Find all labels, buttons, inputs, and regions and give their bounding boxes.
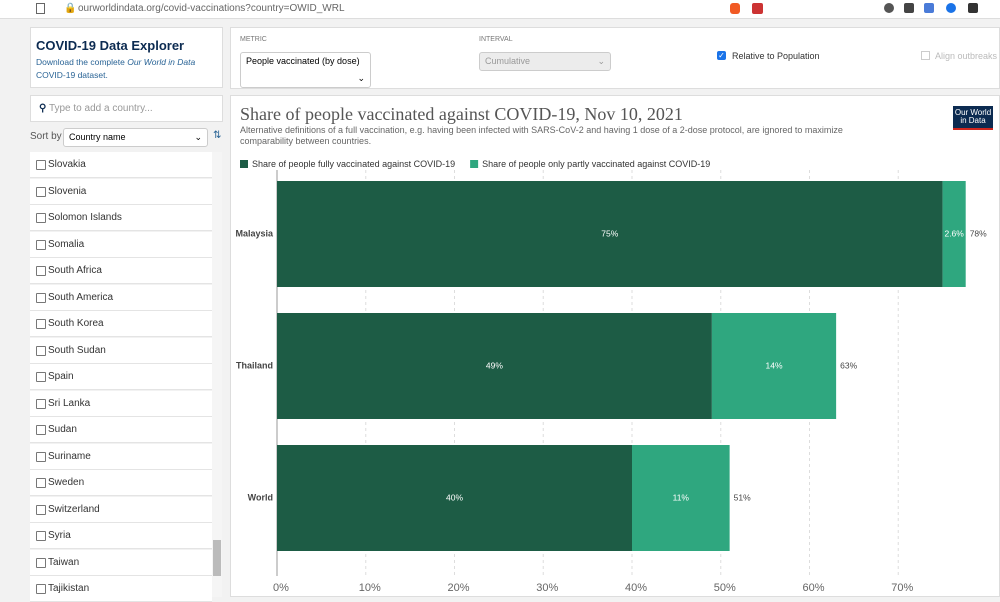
align-label: Align outbreaks: [935, 51, 998, 61]
extension-icon[interactable]: [924, 3, 934, 13]
relative-checkbox[interactable]: ✓: [717, 51, 726, 60]
country-item[interactable]: Taiwan: [30, 549, 212, 576]
country-name: South Africa: [48, 265, 102, 276]
country-checkbox[interactable]: [36, 451, 46, 462]
country-item[interactable]: Slovenia: [30, 178, 212, 205]
country-name: Slovakia: [48, 159, 86, 170]
country-checkbox[interactable]: [36, 425, 46, 435]
country-name: Sri Lanka: [48, 397, 91, 409]
url[interactable]: ourworldindata.org/covid-vaccinations?co…: [78, 3, 345, 14]
country-item[interactable]: Somalia: [30, 231, 212, 258]
sidebar-title: COVID-19 Data Explorer: [36, 38, 185, 53]
country-name: Sweden: [48, 477, 85, 488]
logo-line: Our World: [954, 108, 992, 117]
country-name: Slovenia: [48, 185, 87, 197]
country-item[interactable]: South America: [30, 284, 212, 311]
search-icon: ⚲: [39, 103, 47, 114]
browser-bar: 🔒 ourworldindata.org/covid-vaccinations?…: [0, 0, 1000, 19]
relative-label: Relative to Population: [732, 51, 820, 61]
search-box[interactable]: ⚲ Type to add a country...: [30, 95, 223, 122]
country-name: Taiwan: [48, 556, 80, 568]
country-name: Suriname: [48, 450, 91, 462]
country-item[interactable]: Switzerland: [30, 496, 212, 523]
country-name: South Sudan: [48, 344, 106, 356]
interval-label: INTERVAL: [479, 36, 513, 43]
country-name: South America: [48, 291, 114, 303]
extension-icon[interactable]: [730, 3, 740, 14]
country-item[interactable]: Syria: [30, 523, 212, 549]
country-checkbox[interactable]: [36, 531, 46, 541]
country-item[interactable]: Spain: [30, 364, 212, 390]
extension-icon[interactable]: [968, 3, 978, 13]
country-name: Tajikistan: [48, 583, 90, 594]
country-item[interactable]: South Africa: [30, 258, 212, 284]
country-item[interactable]: Sweden: [30, 470, 212, 496]
chart-panel: Our World in Data Share of people vaccina…: [230, 95, 1000, 597]
metric-label: METRIC: [240, 36, 267, 43]
country-item[interactable]: Solomon Islands: [30, 205, 212, 231]
country-name: Syria: [48, 530, 71, 541]
country-checkbox[interactable]: [36, 398, 46, 409]
logo-line: in Data: [960, 116, 986, 125]
country-name: Somalia: [48, 238, 85, 250]
country-checkbox[interactable]: [36, 213, 46, 223]
country-checkbox[interactable]: [36, 504, 46, 515]
dataset-link[interactable]: Our World in Data: [127, 57, 196, 67]
text: COVID-19 dataset.: [36, 70, 108, 80]
metric-select[interactable]: People vaccinated (by dose) ⌄: [240, 52, 371, 88]
sort-value: Country name: [69, 132, 126, 142]
country-item[interactable]: Sri Lanka: [30, 390, 212, 417]
country-checkbox[interactable]: [36, 186, 46, 197]
owid-logo[interactable]: Our World in Data: [953, 106, 993, 130]
sort-select[interactable]: Country name ⌄: [63, 128, 208, 147]
country-item[interactable]: South Korea: [30, 311, 212, 337]
chart-subtitle: Alternative definitions of a full vaccin…: [240, 125, 843, 146]
country-checkbox[interactable]: [36, 266, 46, 276]
sidebar-description: Download the complete Our World in Data …: [36, 56, 217, 82]
scrollbar[interactable]: [212, 152, 222, 597]
country-checkbox[interactable]: [36, 478, 46, 488]
country-checkbox[interactable]: [36, 292, 46, 303]
interval-value: Cumulative: [485, 56, 531, 66]
country-name: South Korea: [48, 318, 104, 329]
country-checkbox[interactable]: [36, 319, 46, 329]
controls-panel: METRIC People vaccinated (by dose) ⌄ INTE…: [230, 27, 1000, 89]
country-checkbox[interactable]: [36, 239, 46, 250]
search-placeholder: Type to add a country...: [48, 103, 153, 114]
lock-icon: 🔒: [64, 3, 77, 14]
country-item[interactable]: Slovakia: [30, 152, 212, 178]
scrollbar-thumb[interactable]: [213, 540, 221, 576]
sort-label: Sort by: [30, 131, 62, 142]
country-name: Switzerland: [48, 503, 100, 515]
extension-icon[interactable]: [884, 3, 894, 13]
chart-title: Share of people vaccinated against COVID…: [240, 104, 683, 124]
extension-icon[interactable]: [752, 3, 763, 14]
extension-icon[interactable]: [904, 3, 914, 13]
country-name: Sudan: [48, 424, 77, 435]
text: Download the complete: [36, 57, 128, 67]
country-checkbox[interactable]: [36, 584, 46, 594]
country-checkbox[interactable]: [36, 160, 46, 170]
country-item[interactable]: Sudan: [30, 417, 212, 443]
country-item[interactable]: Suriname: [30, 443, 212, 470]
country-name: Solomon Islands: [48, 212, 122, 223]
sidebar-header: COVID-19 Data Explorer Download the comp…: [30, 27, 223, 88]
country-name: Spain: [48, 371, 74, 382]
country-checkbox[interactable]: [36, 557, 46, 568]
sort-order-button[interactable]: ⇅: [213, 130, 222, 141]
country-checkbox[interactable]: [36, 345, 46, 356]
bookmark-icon[interactable]: [36, 3, 45, 14]
metric-value: People vaccinated (by dose): [246, 56, 360, 66]
country-item[interactable]: South Sudan: [30, 337, 212, 364]
extension-icon[interactable]: [946, 3, 956, 13]
interval-select: Cumulative ⌄: [479, 52, 611, 71]
align-checkbox: [921, 51, 930, 60]
country-item[interactable]: Tajikistan: [30, 576, 212, 602]
country-checkbox[interactable]: [36, 372, 46, 382]
